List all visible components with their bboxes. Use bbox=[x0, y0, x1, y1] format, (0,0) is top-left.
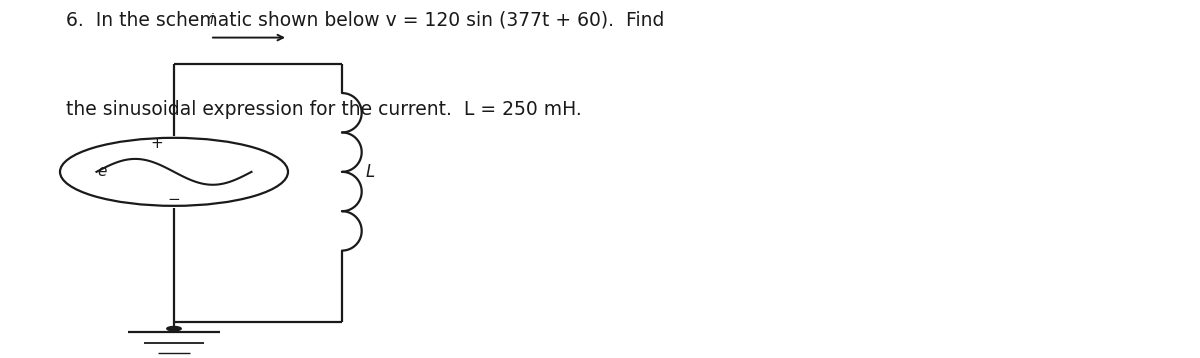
Text: i: i bbox=[210, 13, 214, 27]
Text: L: L bbox=[366, 163, 376, 181]
Text: +: + bbox=[150, 136, 163, 151]
Text: e: e bbox=[97, 164, 107, 179]
Text: −: − bbox=[168, 192, 180, 207]
Circle shape bbox=[167, 326, 181, 331]
Text: the sinusoidal expression for the current.  L = 250 mH.: the sinusoidal expression for the curren… bbox=[66, 100, 582, 119]
Text: 6.  In the schematic shown below v = 120 sin (377t + 60).  Find: 6. In the schematic shown below v = 120 … bbox=[66, 11, 665, 30]
